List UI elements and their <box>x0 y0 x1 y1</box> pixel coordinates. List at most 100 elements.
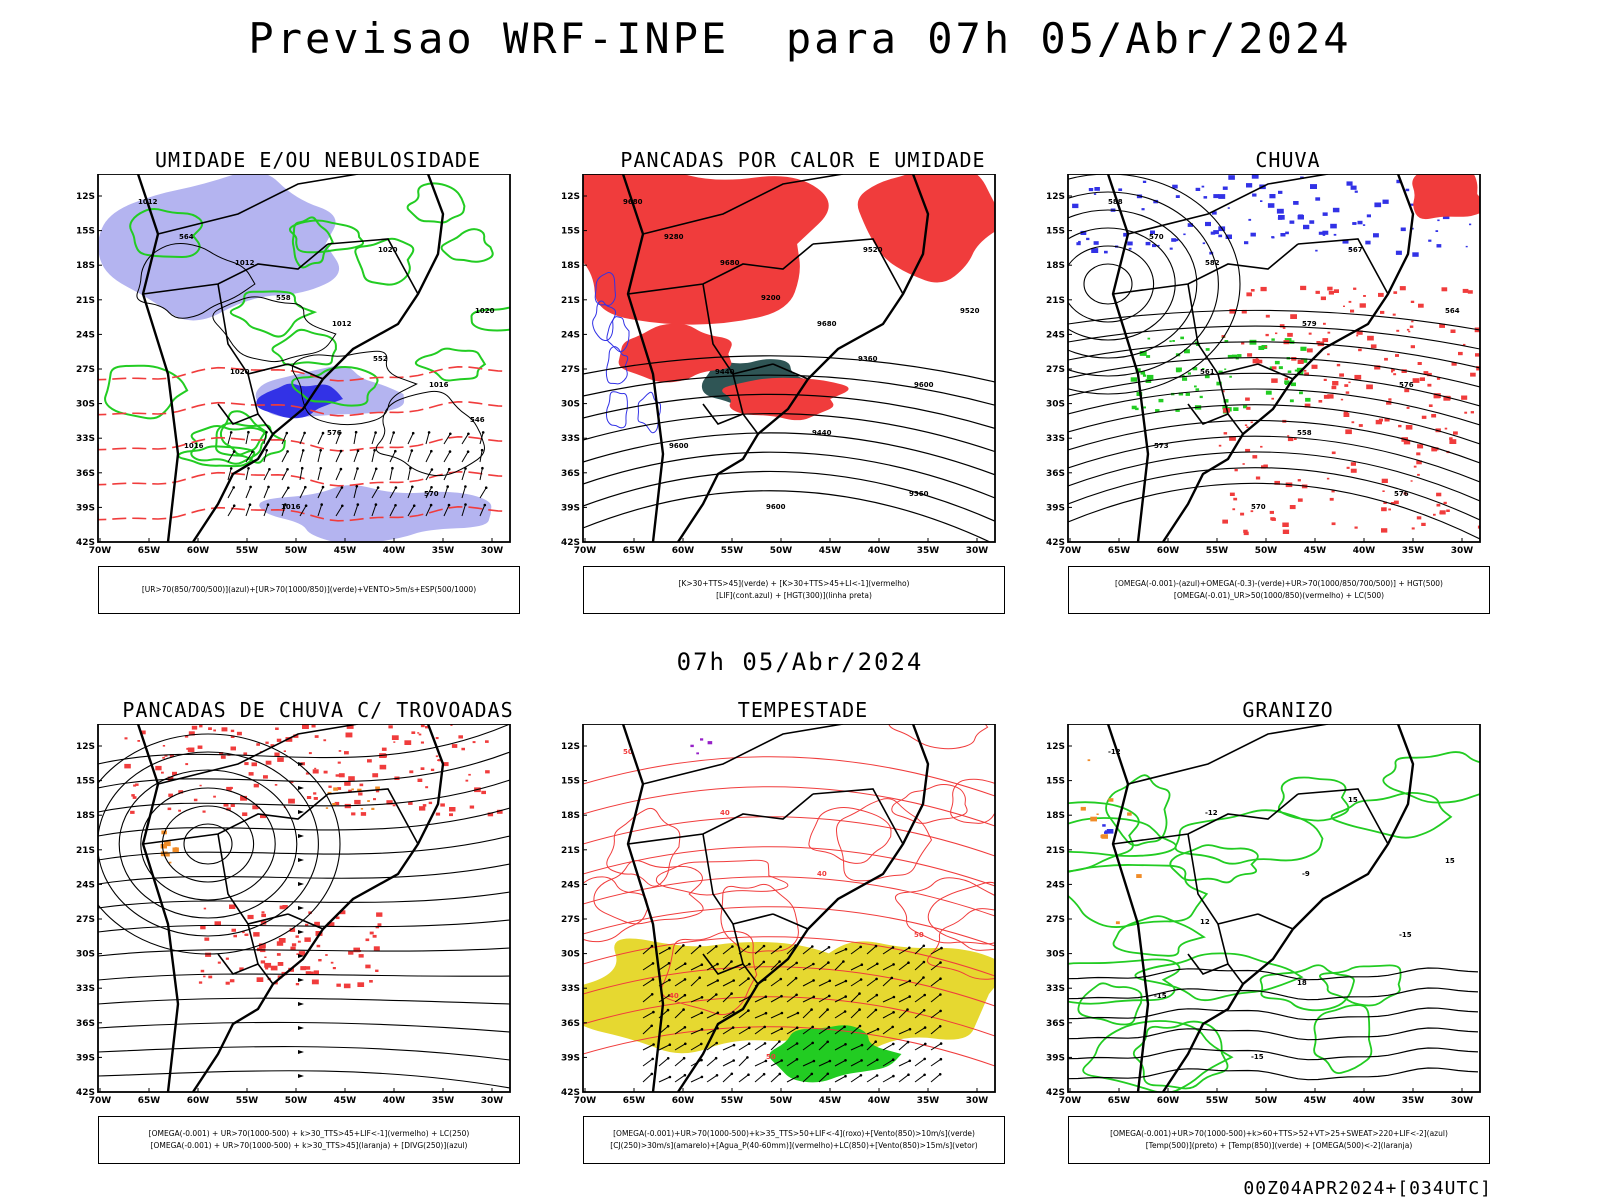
streamline <box>1068 419 1480 464</box>
omega-area <box>1412 252 1419 257</box>
rain-area <box>1441 287 1448 292</box>
thunderstorm-area <box>223 803 229 807</box>
lifted-index-contour <box>592 300 617 342</box>
wind-vector <box>443 504 450 517</box>
wind-vector-head <box>860 963 864 966</box>
thunderstorm-area <box>205 952 212 957</box>
contour-label: 1012 <box>332 320 352 328</box>
humidity-core <box>256 383 343 419</box>
wind-vector <box>882 996 895 1003</box>
omega-strong-area <box>1182 377 1188 381</box>
height-contour <box>1083 263 1133 305</box>
rain-area <box>1274 480 1280 485</box>
wind-vector-head <box>796 1011 800 1015</box>
lat-label: 18S <box>1046 261 1065 271</box>
thunderstorm-area <box>339 910 346 915</box>
convection-orange-area <box>357 788 362 792</box>
panel-title: TEMPESTADE <box>737 698 869 722</box>
wind-vector-head <box>827 1025 831 1029</box>
thunderstorm-area <box>469 805 475 809</box>
rain-area <box>1358 348 1362 352</box>
thunderstorm-area <box>230 786 233 789</box>
wind-vector <box>802 996 815 1003</box>
panel-legend: [OMEGA(-0.001)+UR>70(1000-500)+k>35_TTS>… <box>583 1116 1005 1164</box>
temp-850-contour <box>1132 1020 1229 1090</box>
wind-vector-head <box>747 1042 751 1045</box>
wind-vector <box>353 432 357 445</box>
thunderstorm-area <box>198 981 203 984</box>
wind-vector <box>802 963 814 971</box>
wind-vector-head <box>731 1026 735 1029</box>
wind-vector-head <box>430 486 433 489</box>
wind-vector-head <box>356 467 359 470</box>
wind-vector <box>866 1059 878 1067</box>
thunderstorm-area <box>265 741 269 744</box>
contour-label: 18 <box>1297 979 1307 987</box>
thunderstorm-area <box>276 953 281 956</box>
green-contour <box>354 237 415 286</box>
wind-vector <box>690 977 701 987</box>
omega-500-area <box>1115 921 1120 925</box>
wind-vector-head <box>666 1008 670 1012</box>
streamline <box>583 846 995 887</box>
wind-vector <box>882 1026 893 1035</box>
streamline <box>98 919 510 933</box>
omega-strong-area <box>1224 368 1227 370</box>
thunderstorm-area <box>481 790 486 795</box>
thunderstorm-area <box>338 773 345 778</box>
thunderstorm-area <box>200 925 206 930</box>
wind-vector-head <box>650 993 654 996</box>
thunderstorm-area <box>345 732 353 738</box>
wind-vector <box>425 450 432 463</box>
wind-vector <box>930 1073 941 1083</box>
lon-label: 30W <box>966 1096 989 1106</box>
thunderstorm-area <box>305 772 310 775</box>
wind-vector-head <box>321 485 325 489</box>
panel-title: PANCADAS DE CHUVA C/ TROVOADAS <box>122 698 514 722</box>
omega-area <box>1127 241 1133 246</box>
omega-strong-area <box>1285 383 1288 385</box>
wind-vector-head <box>682 1056 686 1060</box>
wind-vector-head <box>667 994 671 997</box>
lon-label: 30W <box>481 546 504 556</box>
wind-vector <box>674 963 686 971</box>
omega-strong-area <box>1180 336 1184 340</box>
map-frame <box>1067 724 1481 1093</box>
lon-label: 55W <box>236 546 259 556</box>
omega-area <box>1322 234 1326 236</box>
wind-vector <box>371 504 377 517</box>
omega-area <box>1322 212 1328 216</box>
lat-label: 21S <box>561 296 580 306</box>
omega-area <box>1228 175 1235 180</box>
contour-label: 570 <box>1149 233 1164 241</box>
rain-area <box>1433 513 1436 516</box>
lon-label: 60W <box>1157 546 1180 556</box>
border-line <box>1112 793 1299 845</box>
thunderstorm-area <box>244 934 247 936</box>
wind-vector-head <box>430 468 434 471</box>
thunderstorm-area <box>226 786 232 791</box>
lat-label: 12S <box>76 742 95 752</box>
wind-vector <box>818 980 831 987</box>
rain-area <box>1271 366 1277 370</box>
lat-label: 33S <box>1046 984 1065 994</box>
rain-area <box>1282 522 1289 527</box>
border-line <box>1297 788 1389 845</box>
temp-850-contour <box>1077 982 1143 1026</box>
rain-area <box>1443 501 1447 505</box>
wind-vector-head <box>827 961 830 964</box>
wind-vector <box>335 505 343 517</box>
omega-strong-area <box>1155 409 1160 413</box>
wind-vector <box>882 963 894 971</box>
rain-area <box>1218 444 1222 447</box>
rain-area <box>1246 406 1251 410</box>
lat-label: 42S <box>561 1088 580 1098</box>
rain-area <box>1416 460 1422 465</box>
mid-time-label: 07h 05/Abr/2024 <box>676 648 924 676</box>
wind-vector <box>818 1073 829 1083</box>
thunderstorm-area <box>318 959 322 962</box>
green-contour <box>414 347 487 382</box>
thunderstorm-area <box>208 727 212 730</box>
rain-area <box>1345 391 1350 394</box>
